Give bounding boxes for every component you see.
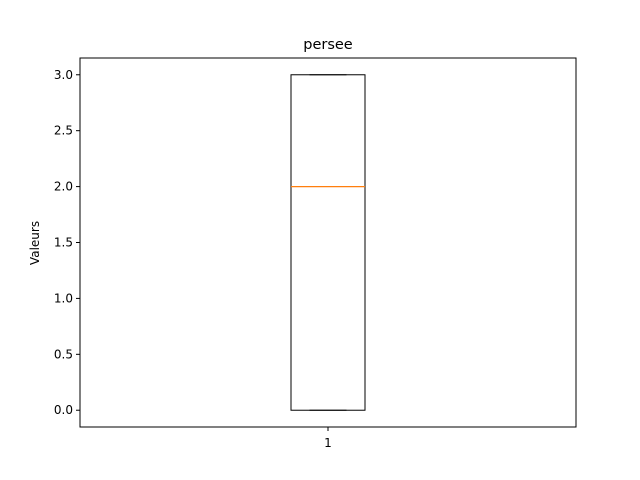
- chart-title: persee: [303, 37, 353, 53]
- x-tick-label: 1: [324, 436, 332, 450]
- box-series: [290, 74, 366, 411]
- y-tick-label: 2.0: [54, 180, 73, 194]
- box-iqr: [290, 74, 366, 411]
- y-tick-label: 1.5: [54, 236, 73, 250]
- y-axis: 0.0 0.5 1.0 1.5 2.0 2.5 3.0: [54, 68, 80, 417]
- y-tick-label: 1.0: [54, 291, 73, 305]
- y-axis-label: Valeurs: [28, 221, 42, 265]
- x-axis: 1: [324, 427, 332, 450]
- y-tick-label: 0.5: [54, 347, 73, 361]
- plot-area-frame: [79, 57, 577, 428]
- y-tick-label: 2.5: [54, 124, 73, 138]
- y-tick-label: 0.0: [54, 403, 73, 417]
- y-tick-label: 3.0: [54, 68, 73, 82]
